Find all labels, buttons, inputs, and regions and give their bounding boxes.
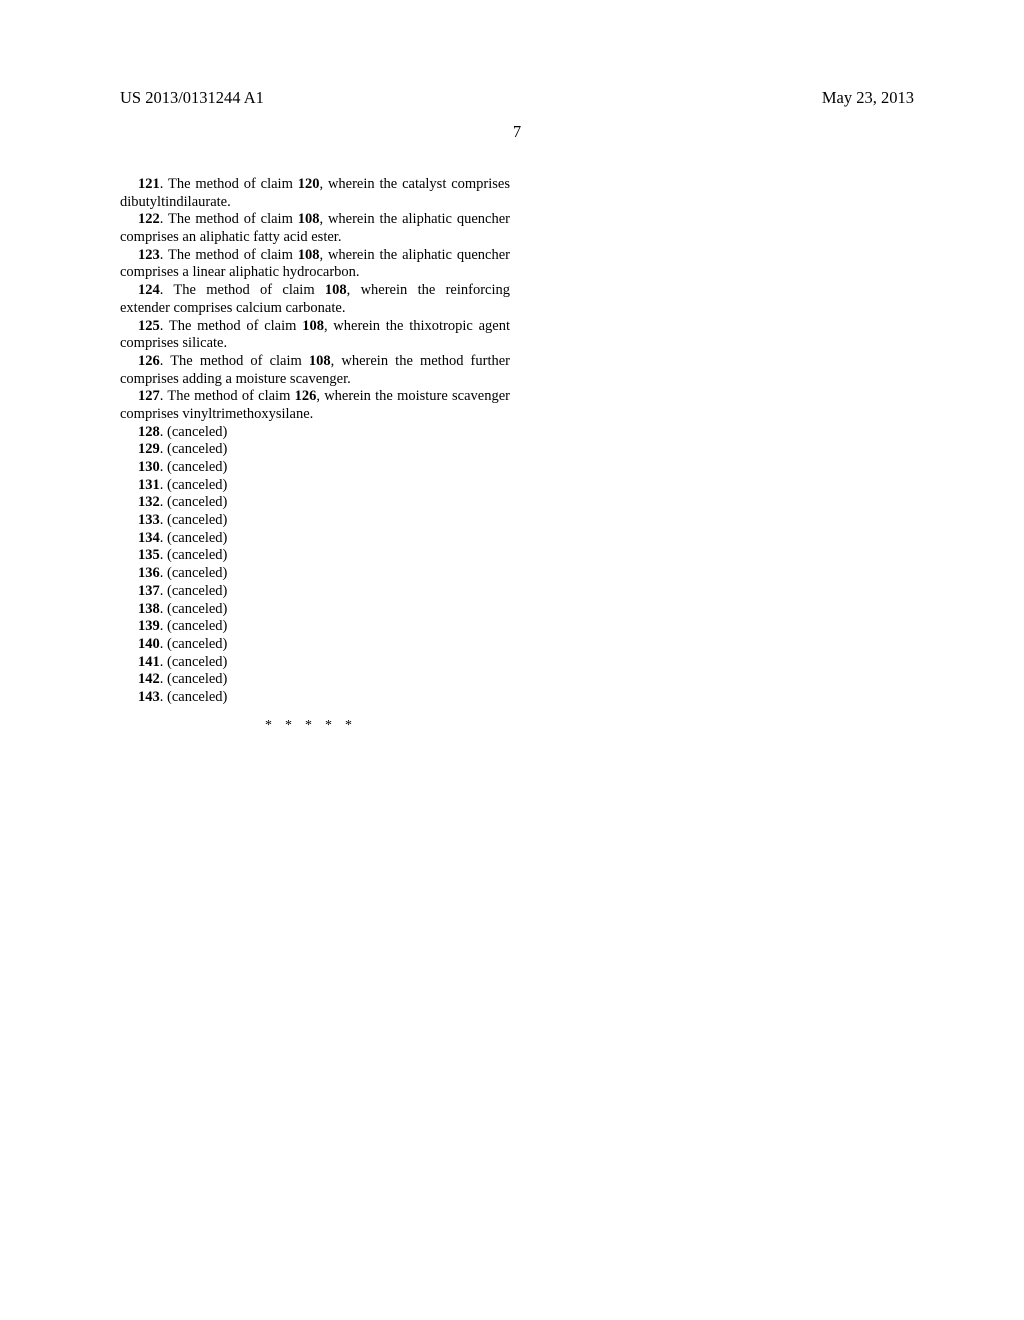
canceled-claims: 128. (canceled) 129. (canceled) 130. (ca…	[120, 424, 510, 707]
claim-text-a: . The method of claim	[160, 247, 298, 263]
claim-status: . (canceled)	[160, 441, 228, 457]
claim-text-a: . The method of claim	[160, 353, 309, 369]
claim-status: . (canceled)	[160, 671, 228, 687]
claim-121: 121. The method of claim 120, wherein th…	[120, 176, 510, 211]
claim-number: 138	[138, 601, 160, 617]
claim-number: 124	[138, 282, 160, 298]
claim-ref: 126	[295, 388, 317, 404]
claim-125: 125. The method of claim 108, wherein th…	[120, 318, 510, 353]
claim-143: 143. (canceled)	[120, 689, 510, 707]
end-of-claims-marks: *****	[120, 717, 510, 734]
page-header: US 2013/0131244 A1 May 23, 2013	[120, 88, 914, 108]
claim-number: 128	[138, 424, 160, 440]
claim-138: 138. (canceled)	[120, 601, 510, 619]
claim-number: 125	[138, 318, 160, 334]
claim-number: 142	[138, 671, 160, 687]
claim-status: . (canceled)	[160, 530, 228, 546]
claim-number: 130	[138, 459, 160, 475]
claim-134: 134. (canceled)	[120, 530, 510, 548]
claim-status: . (canceled)	[160, 494, 228, 510]
claim-status: . (canceled)	[160, 477, 228, 493]
claim-127: 127. The method of claim 126, wherein th…	[120, 388, 510, 423]
claim-124: 124. The method of claim 108, wherein th…	[120, 282, 510, 317]
publication-date: May 23, 2013	[822, 88, 914, 108]
claim-135: 135. (canceled)	[120, 547, 510, 565]
claim-number: 132	[138, 494, 160, 510]
claim-status: . (canceled)	[160, 512, 228, 528]
claim-status: . (canceled)	[160, 689, 228, 705]
claim-number: 139	[138, 618, 160, 634]
claim-text-a: . The method of claim	[160, 318, 302, 334]
claim-122: 122. The method of claim 108, wherein th…	[120, 211, 510, 246]
claim-status: . (canceled)	[160, 424, 228, 440]
claim-number: 127	[138, 388, 160, 404]
claim-132: 132. (canceled)	[120, 494, 510, 512]
claim-number: 141	[138, 654, 160, 670]
claim-140: 140. (canceled)	[120, 636, 510, 654]
claim-status: . (canceled)	[160, 547, 228, 563]
claim-status: . (canceled)	[160, 654, 228, 670]
claim-number: 143	[138, 689, 160, 705]
claim-123: 123. The method of claim 108, wherein th…	[120, 247, 510, 282]
claim-129: 129. (canceled)	[120, 441, 510, 459]
claim-number: 129	[138, 441, 160, 457]
claim-status: . (canceled)	[160, 565, 228, 581]
claim-128: 128. (canceled)	[120, 424, 510, 442]
claim-131: 131. (canceled)	[120, 477, 510, 495]
claim-ref: 108	[302, 318, 324, 334]
claim-number: 136	[138, 565, 160, 581]
claim-ref: 108	[298, 247, 320, 263]
claim-133: 133. (canceled)	[120, 512, 510, 530]
claim-number: 140	[138, 636, 160, 652]
claim-status: . (canceled)	[160, 583, 228, 599]
claim-status: . (canceled)	[160, 618, 228, 634]
claim-text-a: . The method of claim	[160, 282, 325, 298]
claim-text-a: . The method of claim	[160, 176, 298, 192]
claim-number: 121	[138, 176, 160, 192]
claim-number: 134	[138, 530, 160, 546]
claim-text-a: . The method of claim	[160, 211, 298, 227]
claim-136: 136. (canceled)	[120, 565, 510, 583]
claim-130: 130. (canceled)	[120, 459, 510, 477]
claim-status: . (canceled)	[160, 459, 228, 475]
claim-status: . (canceled)	[160, 636, 228, 652]
claim-141: 141. (canceled)	[120, 654, 510, 672]
claim-number: 137	[138, 583, 160, 599]
claim-status: . (canceled)	[160, 601, 228, 617]
claim-number: 123	[138, 247, 160, 263]
claim-number: 122	[138, 211, 160, 227]
claim-ref: 108	[325, 282, 347, 298]
claim-number: 126	[138, 353, 160, 369]
page-container: US 2013/0131244 A1 May 23, 2013 7 121. T…	[120, 88, 914, 734]
publication-number: US 2013/0131244 A1	[120, 88, 264, 108]
claims-column: 121. The method of claim 120, wherein th…	[120, 176, 510, 734]
claim-ref: 108	[298, 211, 320, 227]
claim-139: 139. (canceled)	[120, 618, 510, 636]
claim-text-a: . The method of claim	[160, 388, 295, 404]
claim-number: 131	[138, 477, 160, 493]
claim-142: 142. (canceled)	[120, 671, 510, 689]
claim-137: 137. (canceled)	[120, 583, 510, 601]
claim-number: 135	[138, 547, 160, 563]
claim-ref: 120	[298, 176, 320, 192]
claim-126: 126. The method of claim 108, wherein th…	[120, 353, 510, 388]
claim-number: 133	[138, 512, 160, 528]
page-number: 7	[120, 122, 914, 142]
claim-ref: 108	[309, 353, 331, 369]
